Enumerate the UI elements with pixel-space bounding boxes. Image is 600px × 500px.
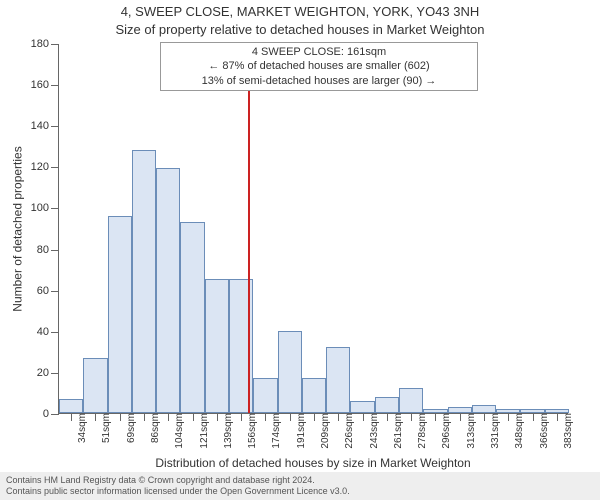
histogram-bar bbox=[83, 358, 107, 414]
x-tick-label: 69sqm bbox=[116, 413, 137, 443]
x-tick-label: 226sqm bbox=[334, 413, 355, 449]
x-tick-label: 174sqm bbox=[261, 413, 282, 449]
title-line1: 4, SWEEP CLOSE, MARKET WEIGHTON, YORK, Y… bbox=[0, 4, 600, 19]
y-tick-label: 40 bbox=[37, 326, 59, 338]
y-tick-label: 20 bbox=[37, 367, 59, 379]
footer-line1: Contains HM Land Registry data © Crown c… bbox=[6, 475, 594, 486]
x-tick-label: 191sqm bbox=[286, 413, 307, 449]
histogram-bar bbox=[278, 331, 302, 413]
x-tick-label: 139sqm bbox=[213, 413, 234, 449]
plot-area: 02040608010012014016018034sqm51sqm69sqm8… bbox=[58, 44, 568, 414]
histogram-bar bbox=[375, 397, 399, 413]
histogram-bar bbox=[156, 168, 180, 413]
histogram-bar bbox=[302, 378, 326, 413]
x-tick-label: 331sqm bbox=[480, 413, 501, 449]
y-tick-label: 140 bbox=[31, 120, 59, 132]
annotation-line2: ← 87% of detached houses are smaller (60… bbox=[169, 59, 469, 73]
y-axis-label: Number of detached properties bbox=[10, 44, 26, 414]
histogram-bar bbox=[253, 378, 277, 413]
x-tick-label: 278sqm bbox=[407, 413, 428, 449]
x-tick-label: 156sqm bbox=[237, 413, 258, 449]
y-tick-label: 160 bbox=[31, 79, 59, 91]
histogram-bar bbox=[399, 388, 423, 413]
x-tick-label: 348sqm bbox=[504, 413, 525, 449]
histogram-bar bbox=[59, 399, 83, 413]
y-tick-label: 100 bbox=[31, 202, 59, 214]
histogram-bar bbox=[326, 347, 350, 413]
x-tick-label: 383sqm bbox=[553, 413, 574, 449]
histogram-bar bbox=[108, 216, 132, 413]
x-tick-label: 209sqm bbox=[310, 413, 331, 449]
x-tick-label: 86sqm bbox=[140, 413, 161, 443]
x-tick-label: 243sqm bbox=[359, 413, 380, 449]
y-tick-label: 180 bbox=[31, 38, 59, 50]
footer-line2: Contains public sector information licen… bbox=[6, 486, 594, 497]
x-tick-label: 366sqm bbox=[529, 413, 550, 449]
histogram-bar bbox=[132, 150, 156, 413]
y-tick-label: 60 bbox=[37, 285, 59, 297]
y-tick-label: 0 bbox=[43, 408, 59, 420]
x-tick-label: 51sqm bbox=[91, 413, 112, 443]
histogram-bar bbox=[472, 405, 496, 413]
footer: Contains HM Land Registry data © Crown c… bbox=[0, 472, 600, 500]
x-tick-label: 296sqm bbox=[431, 413, 452, 449]
reference-line bbox=[248, 44, 250, 413]
x-tick-label: 104sqm bbox=[164, 413, 185, 449]
x-tick-label: 121sqm bbox=[189, 413, 210, 449]
annotation-line1: 4 SWEEP CLOSE: 161sqm bbox=[169, 45, 469, 59]
y-tick-label: 120 bbox=[31, 161, 59, 173]
histogram-bar bbox=[350, 401, 374, 413]
annotation-line3: 13% of semi-detached houses are larger (… bbox=[169, 74, 469, 88]
y-tick-label: 80 bbox=[37, 244, 59, 256]
title-line2: Size of property relative to detached ho… bbox=[0, 22, 600, 37]
x-tick-label: 313sqm bbox=[456, 413, 477, 449]
x-tick-label: 34sqm bbox=[67, 413, 88, 443]
x-tick-label: 261sqm bbox=[383, 413, 404, 449]
x-axis-label: Distribution of detached houses by size … bbox=[58, 456, 568, 470]
histogram-bar bbox=[205, 279, 229, 413]
histogram-bar bbox=[180, 222, 204, 413]
annotation-box: 4 SWEEP CLOSE: 161sqm ← 87% of detached … bbox=[160, 42, 478, 91]
chart-container: 4, SWEEP CLOSE, MARKET WEIGHTON, YORK, Y… bbox=[0, 0, 600, 500]
